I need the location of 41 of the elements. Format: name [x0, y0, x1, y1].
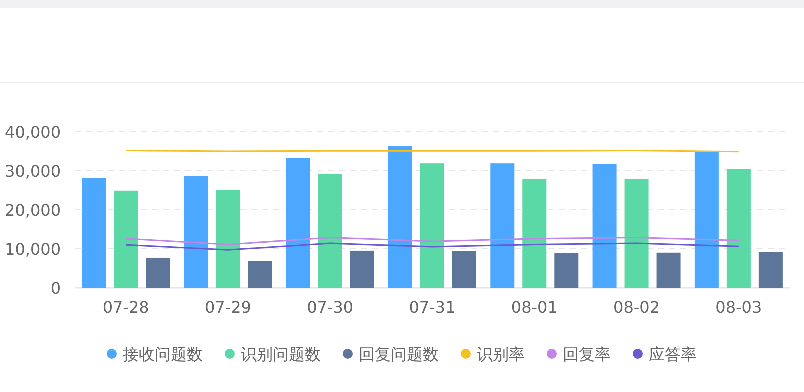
x-tick-label: 08-01	[511, 298, 558, 317]
x-tick-label: 07-29	[204, 298, 252, 317]
bar	[350, 250, 374, 288]
line-series	[125, 236, 740, 246]
bar	[522, 179, 547, 288]
x-tick-label: 08-02	[614, 298, 660, 317]
legend-label: 回复问题数	[359, 345, 439, 364]
bar	[286, 158, 310, 288]
bar	[490, 164, 515, 288]
x-tick-label: 07-31	[409, 298, 456, 317]
y-tick-label: 30,000	[5, 162, 61, 181]
legend-label: 识别问题数	[241, 345, 321, 364]
bar	[592, 164, 617, 288]
bar	[624, 179, 649, 288]
bar	[248, 261, 272, 288]
bar	[554, 253, 579, 288]
bar	[656, 252, 681, 288]
bar	[452, 251, 476, 288]
x-tick-label: 07-30	[307, 298, 354, 317]
bar	[694, 152, 719, 288]
legend-label: 回复率	[563, 345, 611, 364]
bar	[388, 146, 412, 288]
bar	[82, 178, 106, 288]
y-tick-label: 10,000	[5, 240, 61, 259]
bar	[184, 176, 208, 288]
line-series	[125, 242, 740, 251]
y-tick-label: 20,000	[5, 201, 61, 220]
legend-label: 接收问题数	[123, 345, 203, 364]
y-tick-label: 40,000	[5, 123, 61, 142]
bar	[758, 252, 783, 288]
x-tick-label: 07-28	[102, 298, 150, 317]
bar	[318, 174, 342, 288]
x-tick-label: 08-03	[716, 298, 762, 317]
bar	[146, 258, 170, 288]
bar	[420, 164, 444, 288]
bar	[726, 169, 751, 288]
bar	[216, 190, 240, 288]
legend-label: 应答率	[649, 345, 697, 364]
y-tick-label: 0	[50, 279, 61, 298]
legend-label: 识别率	[477, 345, 525, 364]
bar	[114, 190, 138, 288]
